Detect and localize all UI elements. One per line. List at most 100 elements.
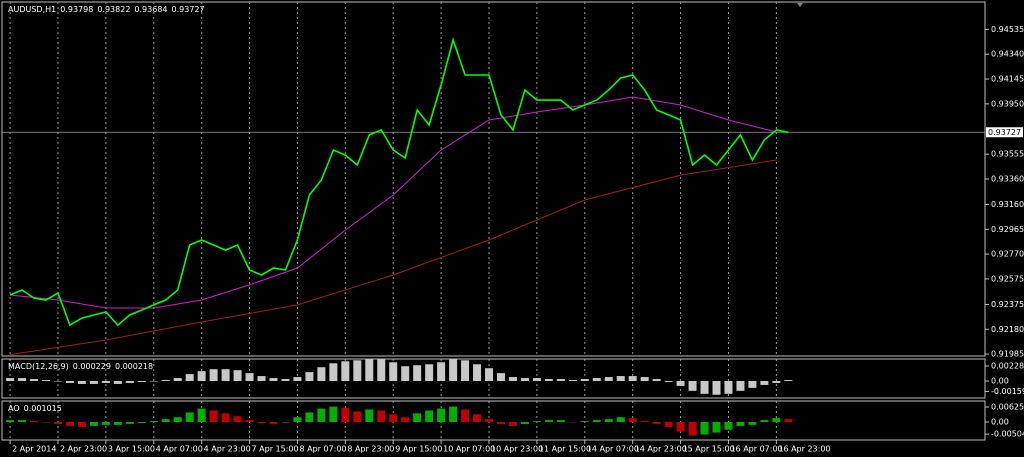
histogram-bar [281,379,290,381]
histogram-bar [532,421,541,423]
histogram-bar [616,376,625,381]
histogram-bar [568,380,577,381]
panel-header: MACD(12,26,9) 0.000229 0.000218 [8,362,153,371]
histogram-bar [688,422,697,436]
histogram-bar [425,364,434,381]
histogram-bar [113,422,122,425]
header-value: 0.000229 [73,362,111,371]
histogram-bar [329,406,338,423]
histogram-bar [245,373,254,381]
histogram-bar [437,362,446,381]
histogram-bar [30,421,39,423]
price-line [9,37,789,327]
histogram-bar [748,380,757,388]
histogram-bar [760,380,769,385]
histogram-bar [784,419,793,423]
y-tick-label: 0.002284 [991,361,1024,370]
y-tick-label: 0.94145 [991,75,1024,84]
histogram-bar [293,417,302,423]
histogram-bar [568,422,577,423]
panel-title: MACD(12,26,9) [8,362,69,371]
histogram-bar [700,422,709,435]
histogram-bar [520,422,529,424]
histogram-bar [173,417,182,423]
y-tick-label: 0.94535 [991,25,1024,34]
histogram-bar [209,369,218,381]
histogram-bar [604,419,613,423]
histogram-bar [389,362,398,381]
histogram-bar [652,379,661,381]
histogram-bar [65,380,74,383]
y-tick-label: 0.93360 [991,175,1024,184]
histogram-bar [53,422,62,424]
histogram-bar [89,380,98,384]
histogram-bar [532,378,541,381]
histogram-bar [293,377,302,381]
histogram-bar [401,417,410,423]
y-tick-label: 0.92375 [991,300,1024,309]
histogram-bar [784,380,793,381]
x-tick-label: 8 Apr 07:00 [299,445,346,454]
histogram-bar [269,422,278,424]
histogram-bar [592,378,601,381]
histogram-bar [161,380,170,381]
header-value: 0.001015 [24,404,62,413]
price-line [10,96,777,309]
histogram-bar [173,378,182,381]
histogram-bar [580,379,589,381]
histogram-bar [18,420,27,423]
histogram-bar [305,372,314,381]
histogram-bar [592,420,601,423]
histogram-bar [508,377,517,381]
x-tick-label: 7 Apr 15:00 [252,445,299,454]
histogram-bar [760,420,769,423]
y-tick-label: 0.006254 [991,403,1024,412]
histogram-bar [461,409,470,423]
histogram-bar [473,414,482,423]
histogram-bar [640,377,649,381]
histogram-bar [317,408,326,423]
histogram-bar [604,377,613,381]
y-tick-label: 0.93555 [991,150,1024,159]
header-value: 0.93727 [172,5,205,14]
y-tick-label: 0.92965 [991,225,1024,234]
y-tick-label: 0.00 [991,418,1009,427]
panel-header: AUDUSD,H1 0.93798 0.93822 0.93684 0.93727 [8,5,205,14]
panel-title: AO [8,404,20,413]
histogram-bar [77,380,86,384]
panel-frame [1,400,986,441]
x-tick-label: 4 Apr 23:00 [204,445,251,454]
histogram-bar [724,422,733,430]
histogram-bar [197,408,206,423]
histogram-bar [77,422,86,427]
histogram-bar [544,420,553,423]
histogram-bar [520,378,529,381]
histogram-bar [185,374,194,381]
histogram-bar [556,420,565,423]
histogram-bar [185,412,194,423]
histogram-bar [652,422,661,424]
y-tick-label: 0.92180 [991,325,1024,334]
x-tick-label: 15 Apr 15:00 [683,445,735,454]
header-value: 0.000218 [115,362,153,371]
histogram-bar [365,409,374,423]
x-tick-label: 8 Apr 23:00 [347,445,394,454]
histogram-bar [401,366,410,381]
y-tick-label: 0.94340 [991,50,1024,59]
histogram-bar [30,379,39,381]
histogram-bar [712,380,721,395]
x-tick-label: 4 Apr 07:00 [156,445,203,454]
x-tick-label: 16 Apr 23:00 [778,445,830,454]
last-price-box [986,127,1023,138]
histogram-bar [413,365,422,381]
histogram-bar [664,380,673,382]
histogram-bar [772,380,781,383]
y-tick-label: -0.00504 [991,430,1024,439]
y-tick-label: 0.91985 [991,350,1024,359]
histogram-bar [736,422,745,426]
histogram-bar [269,378,278,381]
price-line [10,159,777,356]
y-tick-label: 0.93160 [991,200,1024,209]
